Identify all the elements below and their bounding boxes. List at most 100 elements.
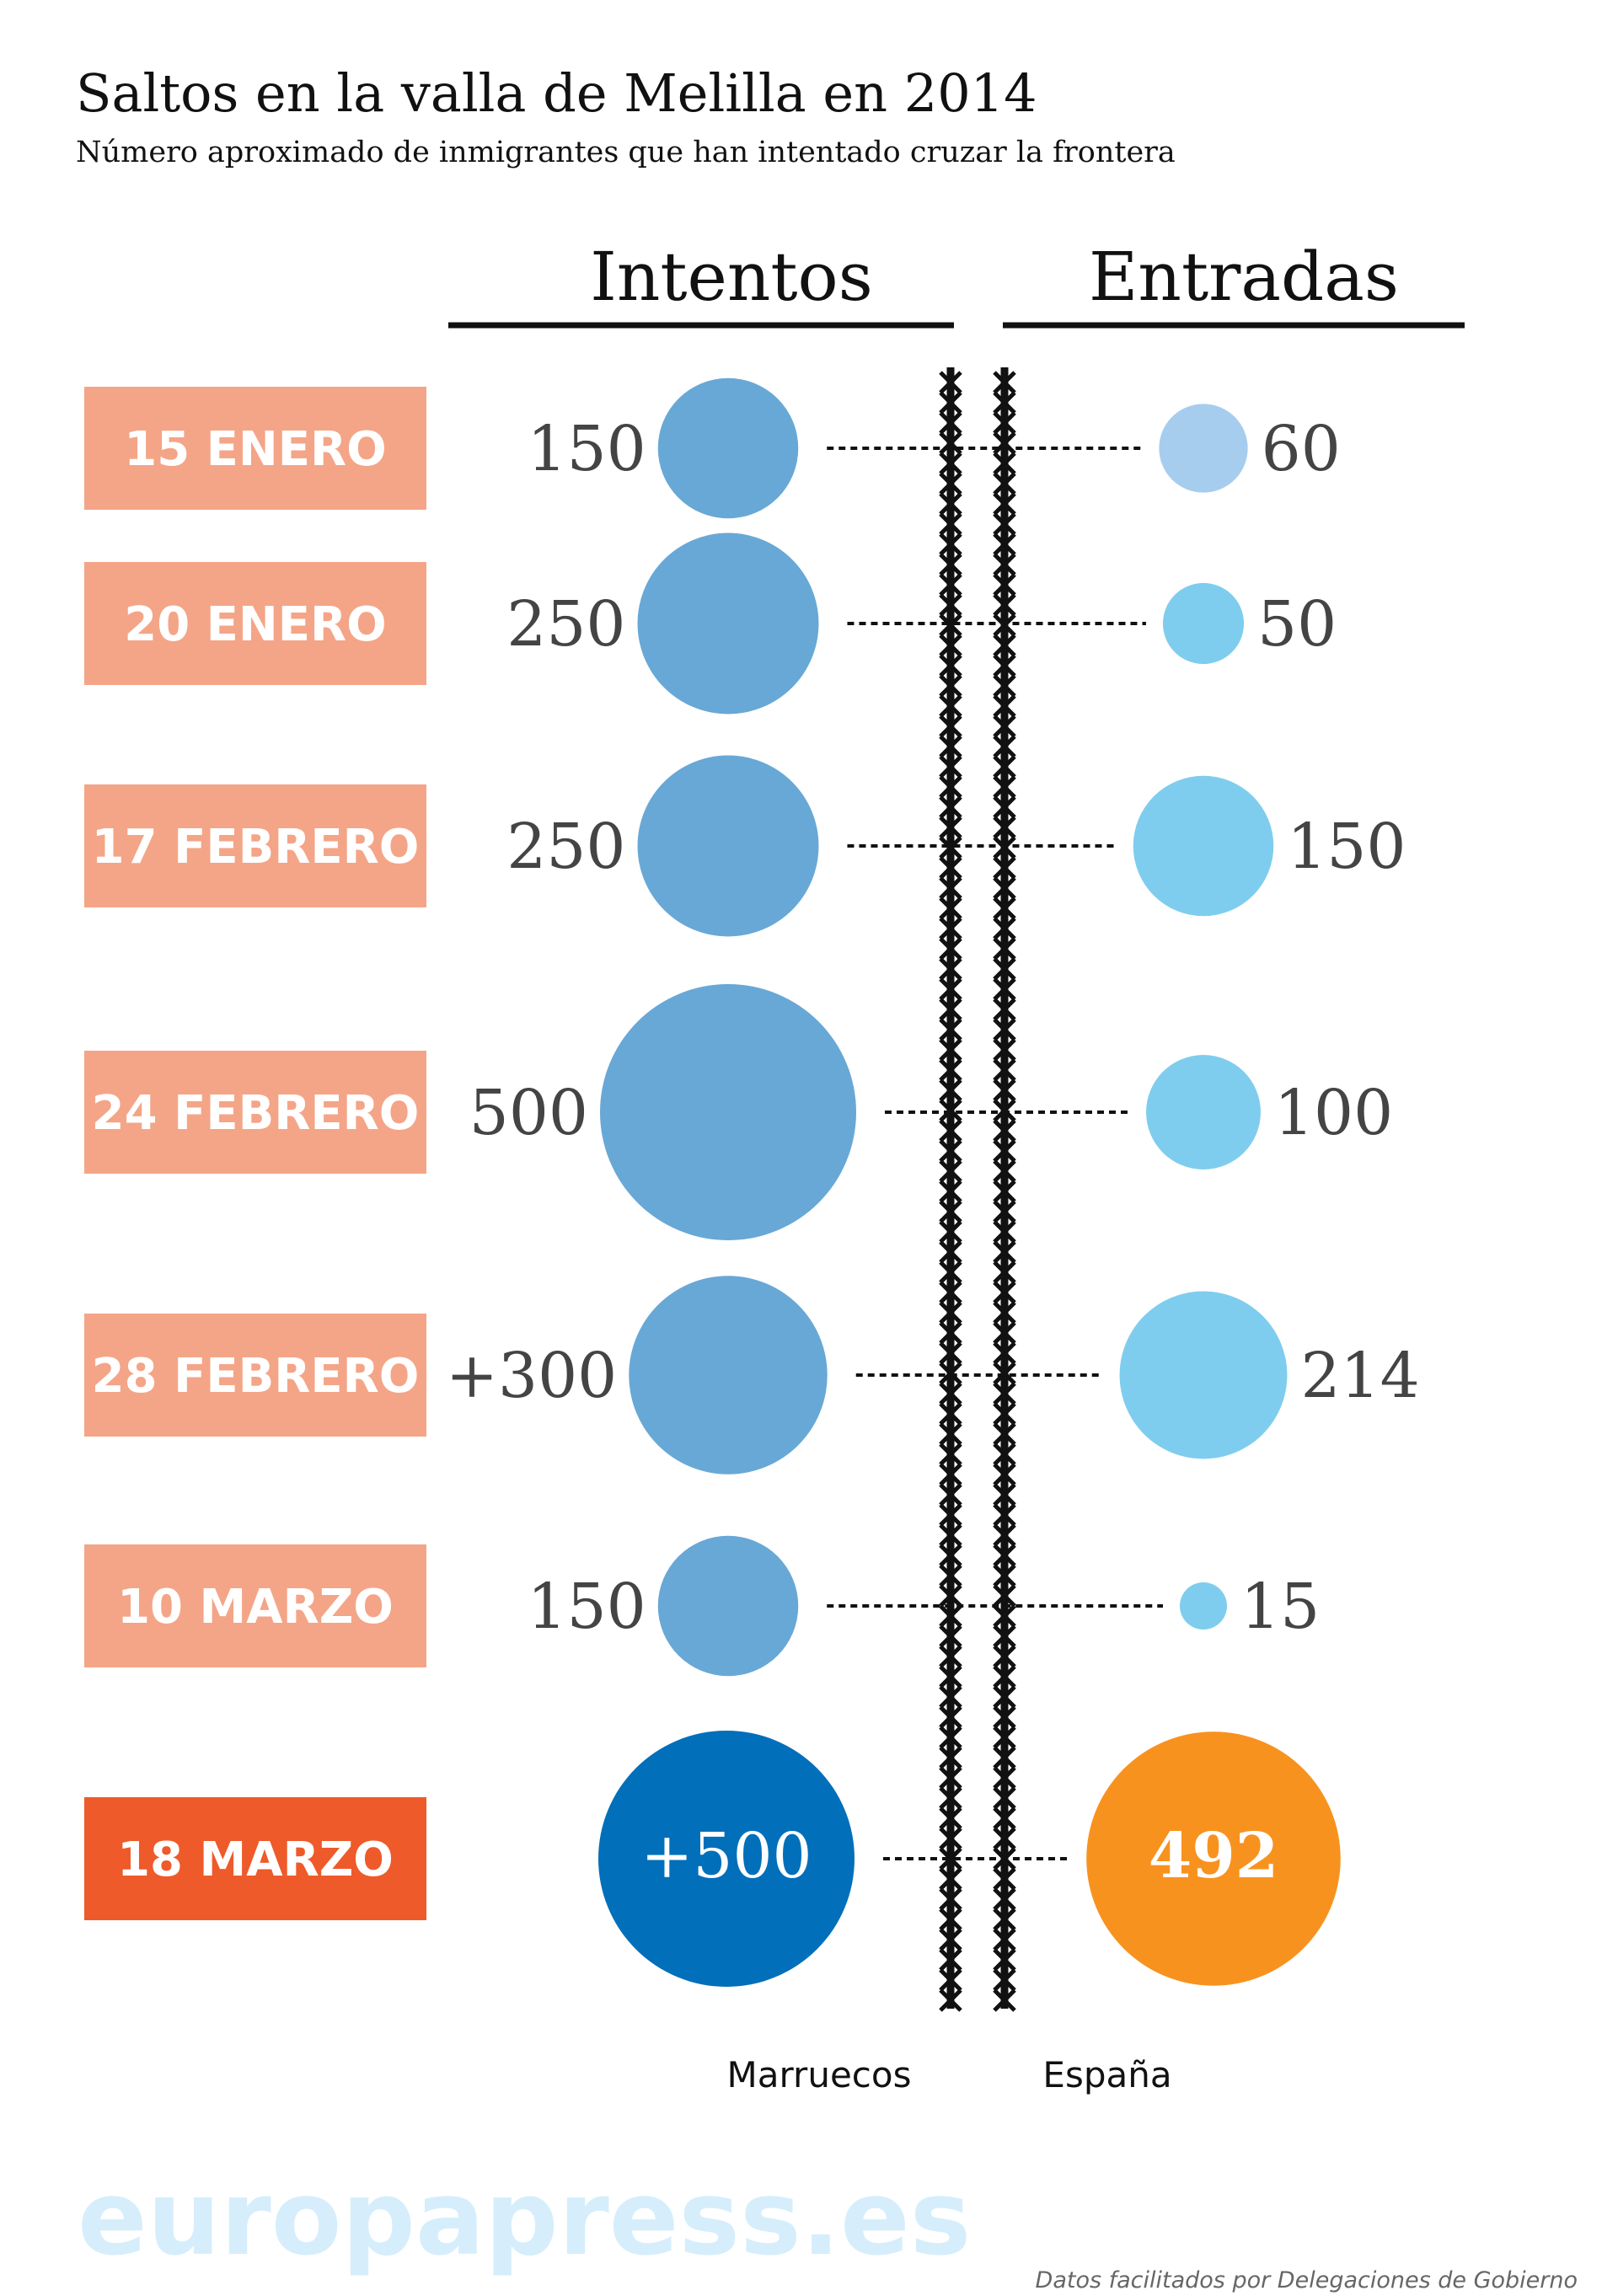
- fence-wire-right: [993, 371, 1016, 394]
- fence-wire-right: [993, 1099, 1016, 1122]
- fence-wire-right: [993, 1119, 1016, 1143]
- fence-wire-right: [993, 654, 1016, 677]
- fence-wire-left: [939, 1908, 962, 1931]
- fence-wire-right: [993, 1180, 1016, 1203]
- fence-wire-right: [993, 1281, 1016, 1304]
- fence-wire-left: [939, 1341, 962, 1365]
- fence-wire-left: [939, 1786, 962, 1810]
- fence-wire-right: [993, 1321, 1016, 1345]
- fence-wire-left: [939, 1281, 962, 1304]
- fence-wire-left: [939, 1139, 962, 1163]
- entradas-value-24-febrero: 100: [1274, 1077, 1393, 1149]
- fence-wire-right: [993, 1483, 1016, 1507]
- fence-wire-left: [939, 1180, 962, 1203]
- fence-wire-right: [993, 1786, 1016, 1810]
- date-label-15-enero: 15 ENERO: [124, 422, 387, 477]
- fence-wire-right: [993, 1705, 1016, 1729]
- fence-wire-left: [939, 1362, 962, 1385]
- fence-wire-right: [993, 876, 1016, 900]
- fence-wire-right: [993, 1078, 1016, 1102]
- fence-wire-left: [939, 492, 962, 516]
- country-label-marruecos: Marruecos: [727, 2054, 912, 2095]
- fence-wire-left: [939, 1301, 962, 1325]
- fence-wire-left: [939, 1746, 962, 1769]
- fence-wire-right: [993, 573, 1016, 597]
- fence-wire-right: [993, 977, 1016, 1001]
- date-label-18-marzo: 18 MARZO: [117, 1833, 394, 1887]
- fence-wire-right: [993, 795, 1016, 819]
- fence-wire-left: [939, 1422, 962, 1446]
- fence-wire-right: [993, 1847, 1016, 1871]
- row-10-marzo: 10 MARZO 150 15: [84, 1535, 1320, 1677]
- fence-wire-left: [939, 1867, 962, 1891]
- fence-wire-left: [939, 512, 962, 536]
- fence-wire-right: [993, 998, 1016, 1021]
- row-18-marzo: 18 MARZO +500 492: [84, 1731, 1341, 1987]
- fence-wire-left: [939, 795, 962, 819]
- fence-wire-left: [939, 1544, 962, 1567]
- intentos-bubble-28-febrero: [629, 1276, 828, 1474]
- entradas-bubble-10-marzo: [1180, 1582, 1227, 1630]
- fence-wire-right: [993, 411, 1016, 435]
- entradas-value-18-marzo: 492: [1149, 1820, 1278, 1892]
- fence-wire-right: [993, 391, 1016, 415]
- fence-wire-right: [993, 1806, 1016, 1830]
- fence-wire-left: [939, 1260, 962, 1284]
- fence-wire-right: [993, 1058, 1016, 1082]
- fence-wire-right: [993, 1988, 1016, 2012]
- fence-mesh-left: [939, 371, 962, 2012]
- date-label-24-febrero: 24 FEBRERO: [92, 1086, 420, 1141]
- fence-wire-left: [939, 755, 962, 779]
- fence-wire-right: [993, 1523, 1016, 1547]
- entradas-value-10-marzo: 15: [1240, 1571, 1320, 1643]
- fence-wire-left: [939, 1321, 962, 1345]
- entradas-bubble-24-febrero: [1146, 1055, 1261, 1169]
- fence-wire-right: [993, 452, 1016, 475]
- fence-wire-left: [939, 977, 962, 1001]
- date-label-28-febrero: 28 FEBRERO: [92, 1349, 420, 1404]
- date-label-17-febrero: 17 FEBRERO: [92, 820, 420, 875]
- fence-wire-left: [939, 634, 962, 657]
- fence-wire-left: [939, 1483, 962, 1507]
- fence-wire-right: [993, 613, 1016, 637]
- intentos-value-17-febrero: 250: [506, 811, 625, 883]
- fence-wire-left: [939, 1119, 962, 1143]
- intentos-value-28-febrero: +300: [446, 1340, 617, 1412]
- fence-wire-right: [993, 1624, 1016, 1648]
- fence-wire-right: [993, 1402, 1016, 1426]
- date-badge-17-febrero: [84, 784, 426, 907]
- intentos-value-24-febrero: 500: [469, 1077, 588, 1149]
- fence-wire-left: [939, 998, 962, 1021]
- fence-wire-right: [993, 1665, 1016, 1689]
- fence-wire-right: [993, 755, 1016, 779]
- fence-wire-right: [993, 694, 1016, 718]
- fence-wire-left: [939, 1220, 962, 1244]
- fence-wire-left: [939, 1503, 962, 1527]
- fence-wire-right: [993, 1442, 1016, 1466]
- entradas-bubble-28-febrero: [1119, 1291, 1288, 1459]
- fence-wire-right: [993, 1240, 1016, 1264]
- fence-wire-left: [939, 371, 962, 394]
- fence-wire-left: [939, 1584, 962, 1608]
- fence-wire-right: [993, 1038, 1016, 1062]
- row-15-enero: 15 ENERO 150 60: [84, 377, 1341, 519]
- fence-wire-left: [939, 694, 962, 718]
- fence-wire-right: [993, 1948, 1016, 1972]
- fence-wire-right: [993, 714, 1016, 738]
- fence-wire-left: [939, 1099, 962, 1122]
- intentos-bubble-15-enero: [657, 377, 799, 519]
- chart-title: Saltos en la valla de Melilla en 2014: [76, 62, 1037, 124]
- date-label-10-marzo: 10 MARZO: [117, 1580, 394, 1635]
- fence-wire-left: [939, 1827, 962, 1850]
- fence-wire-left: [939, 533, 962, 556]
- fence-wire-left: [939, 1018, 962, 1041]
- intentos-value-18-marzo: +500: [640, 1820, 812, 1892]
- fence-wire-left: [939, 876, 962, 900]
- entradas-bubble-20-enero: [1162, 582, 1245, 665]
- fence-wire-left: [939, 654, 962, 677]
- fence-wire-left: [939, 553, 962, 576]
- fence-mesh-right: [993, 371, 1016, 2012]
- fence-wire-right: [993, 553, 1016, 576]
- fence-wire-right: [993, 1928, 1016, 1951]
- entradas-bubble-18-marzo: [1086, 1731, 1341, 1986]
